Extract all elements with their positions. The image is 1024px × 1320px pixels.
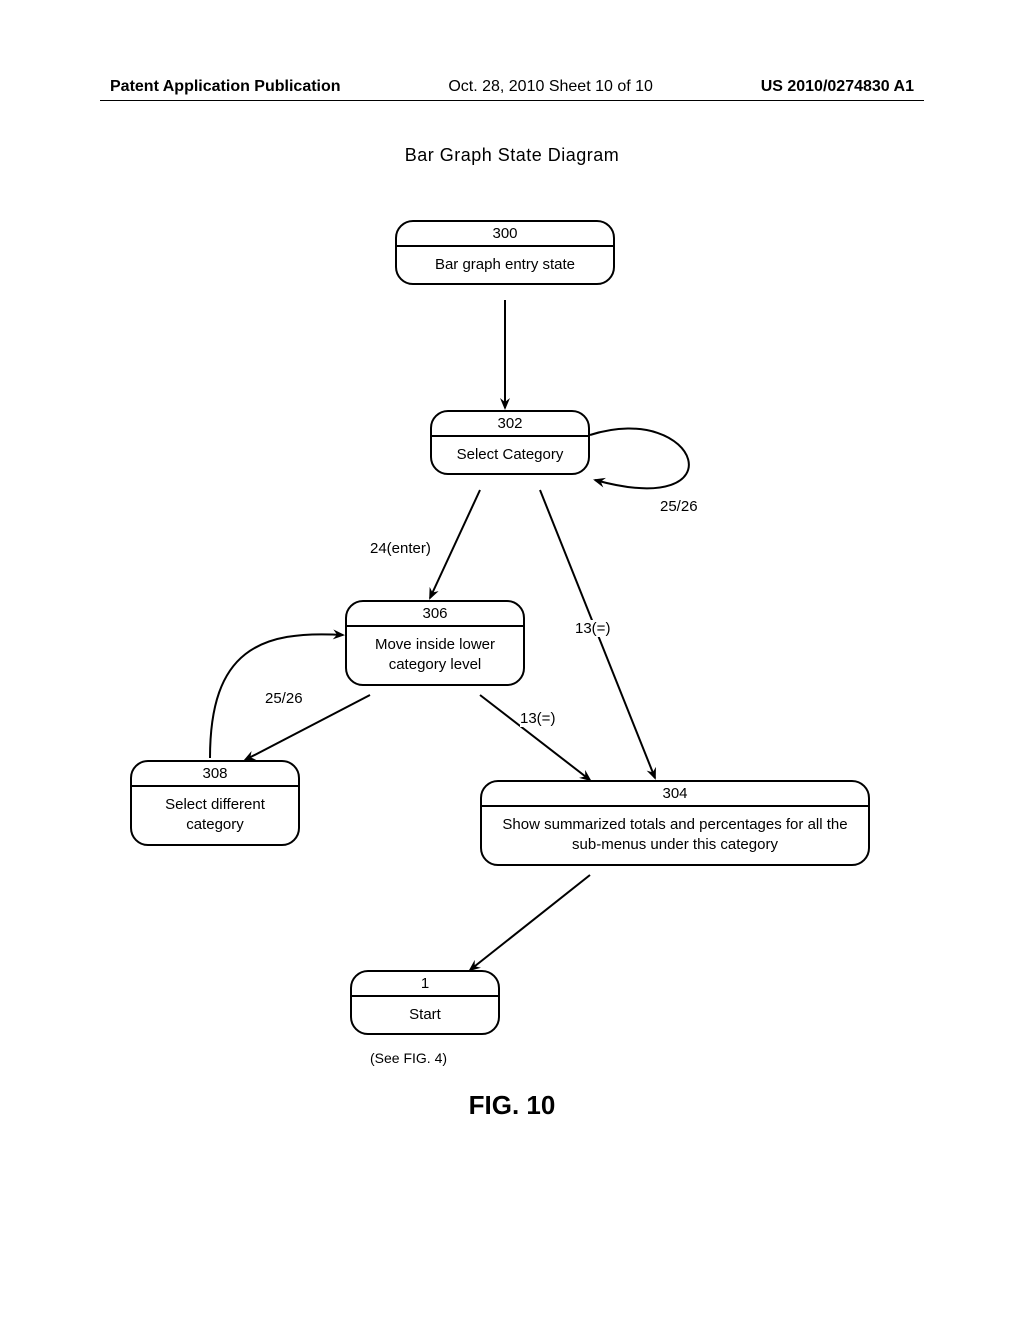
node-306-label: Move inside lower category level [347,627,523,684]
edge-label-306-308: 25/26 [265,690,303,707]
node-308-num: 308 [132,762,298,787]
edge-label-302-304: 13(=) [575,620,610,637]
node-300-label: Bar graph entry state [397,247,613,283]
edge-label-306-304: 13(=) [520,710,555,727]
state-diagram: 300 Bar graph entry state 302 Select Cat… [0,200,1024,1150]
node-306-num: 306 [347,602,523,627]
edge-label-302-306: 24(enter) [370,540,431,557]
edge-306-308 [245,695,370,760]
header-right: US 2010/0274830 A1 [761,78,914,96]
node-306: 306 Move inside lower category level [345,600,525,686]
node-304-num: 304 [482,782,868,807]
page-header: Patent Application Publication Oct. 28, … [0,78,1024,96]
node-300: 300 Bar graph entry state [395,220,615,285]
header-center: Oct. 28, 2010 Sheet 10 of 10 [448,78,653,96]
node-1: 1 Start [350,970,500,1035]
figure-label: FIG. 10 [0,1090,1024,1121]
header-rule [100,100,924,101]
node-302-label: Select Category [432,437,588,473]
edge-306-304 [480,695,590,780]
node-300-num: 300 [397,222,613,247]
node-308: 308 Select different category [130,760,300,846]
edge-302-306 [430,490,480,598]
diagram-title: Bar Graph State Diagram [0,145,1024,166]
node-1-caption: (See FIG. 4) [370,1050,447,1066]
node-304-label: Show summarized totals and percentages f… [482,807,868,864]
edge-label-selfloop: 25/26 [660,498,698,515]
node-304: 304 Show summarized totals and percentag… [480,780,870,866]
edge-304-1 [470,875,590,970]
node-302: 302 Select Category [430,410,590,475]
node-1-label: Start [352,997,498,1033]
header-left: Patent Application Publication [110,78,341,96]
node-308-label: Select different category [132,787,298,844]
edge-302-302-selfloop [590,429,689,489]
node-302-num: 302 [432,412,588,437]
node-1-num: 1 [352,972,498,997]
